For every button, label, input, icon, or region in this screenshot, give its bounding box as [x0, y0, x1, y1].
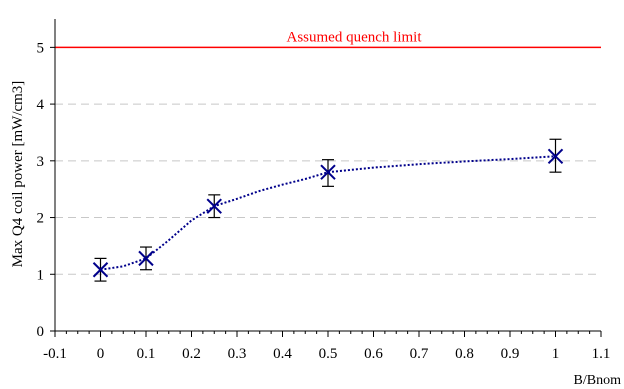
x-tick-label: 0.6: [364, 346, 383, 362]
y-tick-label: 3: [37, 154, 45, 170]
y-ticks: 0 1 2 3 4 5: [37, 40, 55, 340]
quench-limit-label: Assumed quench limit: [287, 29, 423, 45]
data-point-stroke: [92, 262, 109, 278]
data-point: [206, 198, 222, 214]
data-point: [92, 262, 109, 278]
data-point: [547, 148, 564, 164]
y-tick-label: 1: [37, 267, 45, 283]
x-tick-label: 0.7: [410, 346, 429, 362]
y-tick-label: 2: [37, 211, 45, 227]
x-tick-label: 0.2: [182, 346, 201, 362]
data-markers: [92, 148, 564, 278]
data-point-stroke: [547, 148, 564, 164]
y-tick-label: 5: [37, 40, 45, 56]
data-point-stroke: [320, 164, 336, 180]
data-point-stroke: [138, 250, 154, 267]
x-tick-label: 1.1: [592, 346, 611, 362]
y-tick-label: 4: [37, 97, 45, 113]
x-tick-label: 0.9: [501, 346, 520, 362]
x-tick-label: 0.5: [319, 346, 338, 362]
reference-line-group: Assumed quench limit: [55, 29, 601, 49]
y-axis-label: Max Q4 coil power [mW/cm3]: [10, 81, 26, 268]
x-axis-label: B/Bnom: [574, 373, 622, 388]
x-tick-label: 0.8: [455, 346, 474, 362]
x-tick-label: 1: [552, 346, 560, 362]
x-tick-label: 0.3: [228, 346, 247, 362]
x-ticks: -0.1 0 0.1 0.2 0.3 0.4 0.5 0.6 0.7 0.8 0.9 1 1.1: [43, 331, 610, 362]
trend-curve: [100, 155, 556, 271]
x-tick-label: 0: [97, 346, 105, 362]
x-tick-label: 0.4: [273, 346, 292, 362]
data-point: [320, 164, 336, 180]
y-tick-label: 0: [37, 324, 45, 340]
data-point-stroke: [206, 198, 222, 214]
x-tick-label: -0.1: [43, 346, 67, 362]
x-tick-label: 0.1: [137, 346, 156, 362]
data-point: [138, 250, 154, 267]
